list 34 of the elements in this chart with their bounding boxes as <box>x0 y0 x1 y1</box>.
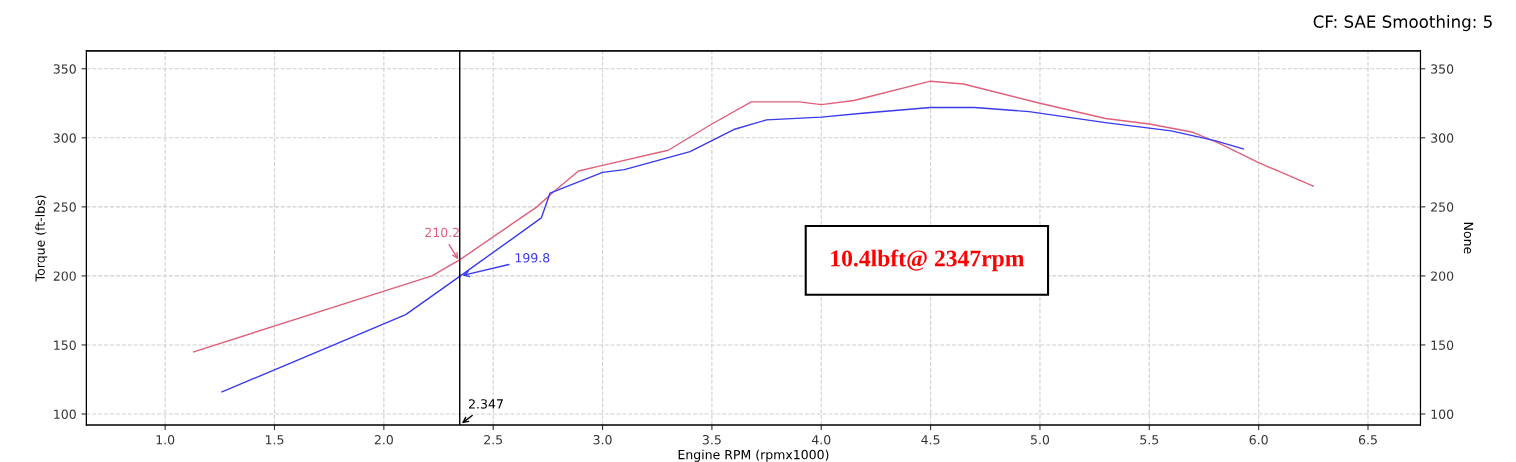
x-tick-label: 5.5 <box>1140 435 1159 445</box>
y2-tick-label: 150 <box>1431 340 1454 350</box>
line-series <box>221 106 1245 393</box>
x-tick-label: 3.5 <box>702 434 721 445</box>
x-tick-label: 6.5 <box>1358 434 1377 445</box>
y2-axis-title: None <box>1463 222 1474 254</box>
text: CF: SAE Smoothing: 5 <box>1313 15 1492 32</box>
line-series <box>192 80 1315 353</box>
annotation: 210.2 <box>425 227 459 238</box>
annotation: 199.8 <box>515 253 550 263</box>
x-tick-label: 1.0 <box>156 434 175 445</box>
annotation: 10.4lbft@ 2347rpm <box>831 249 1025 272</box>
x-tick-label: 3.0 <box>593 434 612 445</box>
y-tick-label: 300 <box>53 133 76 143</box>
y-tick-label: 350 <box>53 64 76 74</box>
x-axis-title: Engine RPM (rpmx1000) <box>678 449 829 462</box>
ref-line-label: 2.347 <box>469 399 503 409</box>
y2-tick-label: 300 <box>1431 133 1454 143</box>
x-tick-label: 4.0 <box>811 434 831 445</box>
x-tick-label: 2.0 <box>374 434 393 445</box>
x-tick-label: 1.5 <box>265 435 284 445</box>
y2-tick-label: 200 <box>1431 271 1454 281</box>
y-tick-label: 200 <box>53 271 76 281</box>
y2-tick-label: 250 <box>1431 202 1454 212</box>
x-tick-label: 5.0 <box>1030 434 1050 445</box>
y-axis-title: Torque (ft-lbs) <box>35 195 48 282</box>
y-tick-label: 150 <box>54 340 76 350</box>
y2-tick-label: 350 <box>1431 64 1454 74</box>
y2-tick-label: 100 <box>1431 409 1454 419</box>
x-tick-label: 6.0 <box>1249 434 1268 445</box>
y-tick-label: 250 <box>53 202 76 212</box>
x-tick-label: 2.5 <box>484 434 503 445</box>
y-tick-label: 100 <box>54 409 76 419</box>
x-tick-label: 4.5 <box>921 435 940 445</box>
